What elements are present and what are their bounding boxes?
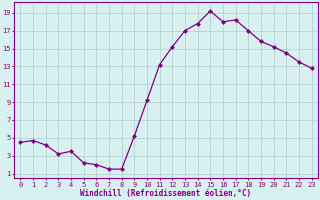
X-axis label: Windchill (Refroidissement éolien,°C): Windchill (Refroidissement éolien,°C) (80, 189, 252, 198)
